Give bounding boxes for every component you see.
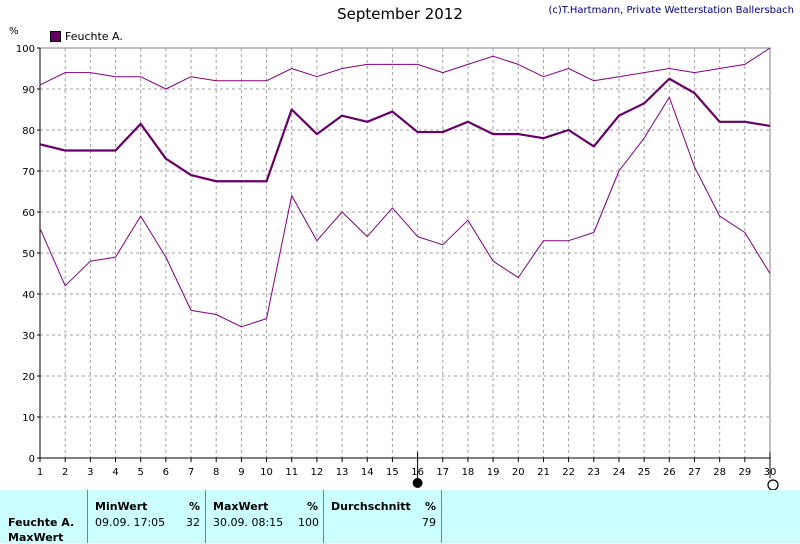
x-tick-label: 14 <box>361 467 374 478</box>
x-tick-label: 12 <box>311 467 324 478</box>
legend: Feuchte A. <box>50 30 123 43</box>
max-time: 30.09. 08:15 <box>213 516 284 529</box>
x-tick-label: 20 <box>512 467 525 478</box>
avg-value: 79 <box>422 516 436 529</box>
min-header: MinWert <box>95 500 148 513</box>
series-line-min <box>39 96 771 328</box>
x-tick-label: 7 <box>188 467 194 478</box>
legend-label: Feuchte A. <box>65 30 123 43</box>
avg-unit: % <box>425 500 437 513</box>
x-tick-label: 13 <box>336 467 349 478</box>
x-tick-label: 26 <box>663 467 676 478</box>
y-tick-label: 70 <box>22 167 35 178</box>
min-unit: % <box>189 500 201 513</box>
avg-header: Durchschnitt <box>331 500 411 513</box>
y-tick-label: 30 <box>22 331 35 342</box>
y-axis-unit: % <box>9 26 19 37</box>
y-tick-label: 100 <box>16 44 35 55</box>
full-moon-icon <box>767 479 779 490</box>
x-tick-label: 21 <box>537 467 550 478</box>
stats-row-label-2: MaxWert <box>8 531 64 544</box>
x-tick-label: 23 <box>587 467 600 478</box>
x-tick-label: 22 <box>562 467 575 478</box>
series-line-avg <box>39 77 771 183</box>
y-tick-label: 90 <box>22 85 35 96</box>
x-tick-label: 10 <box>260 467 273 478</box>
new-moon-icon <box>412 478 423 488</box>
y-tick-label: 10 <box>22 413 35 424</box>
x-tick-label: 25 <box>638 467 651 478</box>
min-time: 09.09. 17:05 <box>95 516 166 529</box>
x-tick-label: 1 <box>37 467 43 478</box>
x-tick-label: 19 <box>487 467 500 478</box>
x-tick-label: 29 <box>738 467 751 478</box>
chart-title: September 2012 <box>337 5 463 23</box>
stats-row-label: Feuchte A. <box>8 516 75 529</box>
series-line-max <box>39 47 771 90</box>
x-tick-label: 28 <box>713 467 726 478</box>
y-tick-label: 0 <box>29 454 35 465</box>
legend-swatch <box>50 31 61 42</box>
x-tick-label: 3 <box>87 467 93 478</box>
max-header: MaxWert <box>213 500 269 513</box>
x-tick-label: 4 <box>112 467 118 478</box>
max-unit: % <box>307 500 319 513</box>
x-tick-label: 27 <box>688 467 701 478</box>
x-tick-label: 11 <box>285 467 298 478</box>
y-tick-label: 20 <box>22 372 35 383</box>
x-tick-label: 5 <box>138 467 144 478</box>
x-tick-label: 17 <box>436 467 449 478</box>
x-tick-label: 24 <box>613 467 626 478</box>
x-tick-label: 18 <box>462 467 475 478</box>
stats-table: Feuchte A. MaxWert MinWert % 09.09. 17:0… <box>0 490 800 544</box>
min-value: 32 <box>186 516 200 529</box>
y-tick-label: 50 <box>22 249 35 260</box>
max-value: 100 <box>298 516 319 529</box>
x-tick-label: 15 <box>386 467 399 478</box>
credit-text: (c)T.Hartmann, Private Wetterstation Bal… <box>548 5 794 16</box>
x-tick-label: 6 <box>163 467 169 478</box>
y-tick-label: 80 <box>22 126 35 137</box>
y-tick-label: 40 <box>22 290 35 301</box>
x-tick-label: 8 <box>213 467 219 478</box>
y-tick-label: 60 <box>22 208 35 219</box>
x-tick-label: 2 <box>62 467 68 478</box>
x-tick-label: 9 <box>238 467 244 478</box>
